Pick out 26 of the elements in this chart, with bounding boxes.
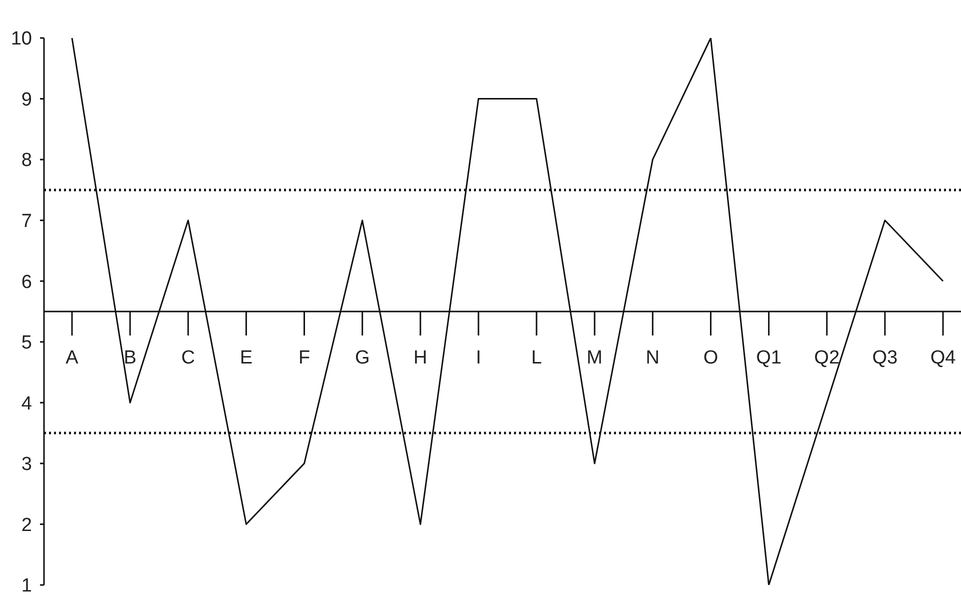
y-tick-label: 5 <box>21 332 32 354</box>
x-tick-label: Q1 <box>756 348 782 368</box>
y-tick-label: 6 <box>21 272 32 293</box>
y-tick-label: 4 <box>21 393 32 414</box>
x-tick-label: B <box>124 348 136 368</box>
y-tick-label: 10 <box>10 28 32 50</box>
x-tick-label: H <box>414 348 428 368</box>
x-tick-label: G <box>354 348 370 368</box>
y-tick-label: 2 <box>21 514 32 536</box>
x-tick-label: F <box>298 348 310 368</box>
y-tick-label: 1 <box>21 576 32 597</box>
x-tick-label: A <box>66 348 79 368</box>
x-tick-label: C <box>181 348 195 368</box>
x-tick-label: M <box>586 348 603 368</box>
x-tick-label: N <box>646 348 660 368</box>
x-tick-label: Q4 <box>930 348 956 368</box>
y-tick-label: 7 <box>21 210 32 232</box>
x-tick-label: I <box>476 348 482 368</box>
y-tick-label: 8 <box>21 150 32 172</box>
x-tick-label: E <box>240 348 253 368</box>
y-tick-label: 9 <box>21 89 32 110</box>
x-tick-label: O <box>703 348 718 368</box>
x-tick-label: Q2 <box>814 348 840 368</box>
x-tick-label: Q3 <box>872 348 898 368</box>
y-tick-label: 3 <box>21 454 32 476</box>
x-tick-label: L <box>531 348 542 368</box>
